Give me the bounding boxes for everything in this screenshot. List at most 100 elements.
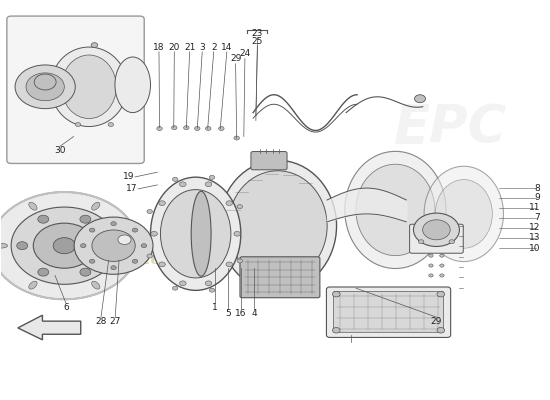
- Text: 14: 14: [221, 42, 233, 52]
- Text: 7: 7: [535, 213, 541, 222]
- Ellipse shape: [0, 243, 8, 248]
- FancyBboxPatch shape: [333, 291, 443, 332]
- FancyBboxPatch shape: [7, 16, 144, 164]
- Circle shape: [439, 254, 444, 257]
- Text: 13: 13: [529, 233, 541, 242]
- Text: 19: 19: [123, 172, 134, 182]
- Text: 23: 23: [252, 29, 263, 38]
- Circle shape: [111, 266, 116, 270]
- Text: 29: 29: [230, 54, 241, 64]
- Text: 1: 1: [212, 303, 218, 312]
- Ellipse shape: [121, 243, 133, 248]
- Circle shape: [206, 126, 211, 130]
- FancyBboxPatch shape: [410, 224, 463, 253]
- Circle shape: [90, 228, 95, 232]
- Circle shape: [449, 240, 454, 244]
- Text: 17: 17: [126, 184, 138, 193]
- Circle shape: [38, 268, 49, 276]
- Circle shape: [209, 288, 214, 292]
- Circle shape: [34, 223, 95, 268]
- Ellipse shape: [424, 166, 503, 262]
- Ellipse shape: [62, 55, 116, 118]
- Circle shape: [151, 231, 157, 236]
- Circle shape: [437, 291, 444, 297]
- Text: 20: 20: [169, 42, 180, 52]
- Circle shape: [80, 268, 91, 276]
- Circle shape: [172, 126, 177, 130]
- Circle shape: [133, 259, 138, 263]
- Circle shape: [26, 73, 64, 101]
- Circle shape: [419, 240, 424, 244]
- Circle shape: [173, 286, 178, 290]
- Circle shape: [237, 259, 243, 263]
- Circle shape: [205, 182, 212, 187]
- Circle shape: [101, 242, 112, 250]
- Circle shape: [16, 242, 28, 250]
- Circle shape: [437, 328, 444, 333]
- Text: 29: 29: [431, 317, 442, 326]
- Text: passion for sharing: passion for sharing: [103, 251, 283, 268]
- Circle shape: [108, 122, 113, 126]
- Circle shape: [147, 254, 152, 258]
- Circle shape: [414, 213, 459, 246]
- Circle shape: [80, 244, 86, 248]
- FancyBboxPatch shape: [240, 257, 320, 298]
- Circle shape: [429, 254, 433, 257]
- Ellipse shape: [92, 202, 100, 210]
- Circle shape: [429, 274, 433, 277]
- Circle shape: [209, 175, 214, 179]
- Circle shape: [141, 244, 147, 248]
- Circle shape: [234, 136, 239, 140]
- Ellipse shape: [228, 171, 327, 281]
- Circle shape: [91, 43, 98, 48]
- Text: 30: 30: [54, 146, 65, 155]
- Ellipse shape: [356, 164, 435, 256]
- Text: 5: 5: [226, 309, 232, 318]
- Text: 25: 25: [252, 37, 263, 46]
- Circle shape: [226, 201, 233, 206]
- Circle shape: [332, 328, 340, 333]
- Text: EPC: EPC: [393, 102, 507, 154]
- Circle shape: [184, 126, 189, 130]
- Ellipse shape: [345, 151, 446, 268]
- Circle shape: [237, 205, 243, 209]
- Circle shape: [147, 210, 152, 214]
- Circle shape: [234, 231, 240, 236]
- Circle shape: [219, 126, 224, 130]
- Text: 4: 4: [251, 309, 257, 318]
- Ellipse shape: [219, 160, 337, 291]
- Circle shape: [226, 262, 233, 267]
- Ellipse shape: [92, 281, 100, 289]
- Circle shape: [429, 264, 433, 267]
- Ellipse shape: [151, 177, 241, 290]
- Circle shape: [179, 281, 186, 286]
- Circle shape: [15, 65, 75, 109]
- Circle shape: [133, 228, 138, 232]
- Ellipse shape: [191, 191, 211, 276]
- Circle shape: [38, 215, 49, 223]
- Text: 24: 24: [239, 49, 251, 58]
- Text: 21: 21: [184, 42, 195, 52]
- Text: 12: 12: [529, 223, 541, 232]
- Circle shape: [80, 215, 91, 223]
- Circle shape: [173, 177, 178, 181]
- Text: 10: 10: [529, 244, 541, 253]
- Text: 11: 11: [529, 204, 541, 212]
- Ellipse shape: [29, 202, 37, 210]
- Text: 9: 9: [535, 193, 541, 202]
- Text: 6: 6: [63, 303, 69, 312]
- FancyBboxPatch shape: [251, 152, 287, 170]
- Circle shape: [332, 291, 340, 297]
- Text: 28: 28: [95, 317, 107, 326]
- Text: 8: 8: [535, 184, 541, 192]
- Ellipse shape: [51, 47, 127, 126]
- Circle shape: [159, 201, 166, 206]
- Ellipse shape: [161, 190, 231, 278]
- Ellipse shape: [115, 57, 151, 113]
- FancyBboxPatch shape: [327, 287, 450, 338]
- Circle shape: [439, 264, 444, 267]
- Text: 2: 2: [211, 42, 217, 52]
- Text: 27: 27: [109, 317, 121, 326]
- Text: 18: 18: [153, 42, 165, 52]
- Circle shape: [74, 217, 153, 274]
